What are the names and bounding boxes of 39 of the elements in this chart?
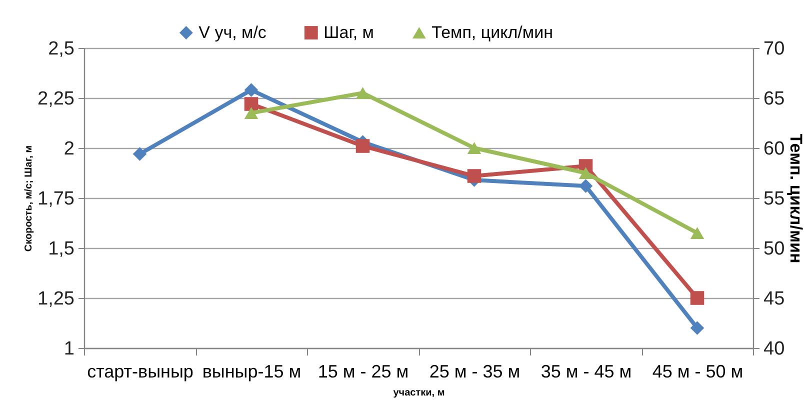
y2-tick-label: 40	[764, 338, 785, 360]
y-tick-label: 1,5	[48, 238, 74, 260]
point	[578, 167, 593, 179]
point	[132, 147, 147, 161]
y-tick-label: 2,5	[48, 38, 74, 60]
legend-label: Темп, цикл/мин	[432, 22, 553, 42]
point	[356, 139, 370, 153]
legend-label: Шаг, м	[324, 22, 374, 42]
x-tick-label: выныр-15 м	[202, 362, 302, 382]
x-tick-label: 15 м - 25 м	[318, 362, 409, 382]
y2-tick-label: 50	[764, 238, 785, 260]
x-tick-label: 45 м - 50 м	[652, 362, 744, 382]
y-tick-label: 2,25	[38, 88, 74, 110]
y2-axis-title: Темп. цикл/мин	[786, 134, 806, 264]
y2-tick-label: 55	[764, 188, 785, 210]
y2-tick-label: 70	[764, 38, 785, 60]
y-tick-label: 1	[64, 338, 74, 360]
point	[244, 83, 258, 97]
y-axis-title: Скорость, м/с; Шаг, м	[24, 145, 35, 252]
y-tick-label: 2	[64, 138, 74, 160]
point	[690, 227, 704, 239]
x-tick-label: старт-выныр	[87, 362, 194, 382]
y2-tick-label: 65	[764, 88, 785, 110]
point	[244, 97, 258, 111]
point	[244, 107, 258, 119]
y-tick-label: 1,25	[38, 288, 74, 310]
y-tick-label: 1,75	[38, 188, 74, 210]
x-axis-title: участки, м	[393, 388, 445, 398]
point	[690, 291, 704, 305]
y2-tick-label: 45	[764, 288, 785, 310]
point	[578, 179, 593, 193]
point	[356, 87, 370, 99]
legend-label: V уч, м/с	[198, 22, 267, 42]
x-tick-label: 35 м - 45 м	[540, 362, 632, 382]
point	[690, 321, 704, 335]
y2-tick-label: 60	[764, 138, 785, 160]
point	[467, 142, 482, 154]
point	[467, 169, 482, 183]
x-tick-label: 25 м - 35 м	[429, 362, 520, 382]
